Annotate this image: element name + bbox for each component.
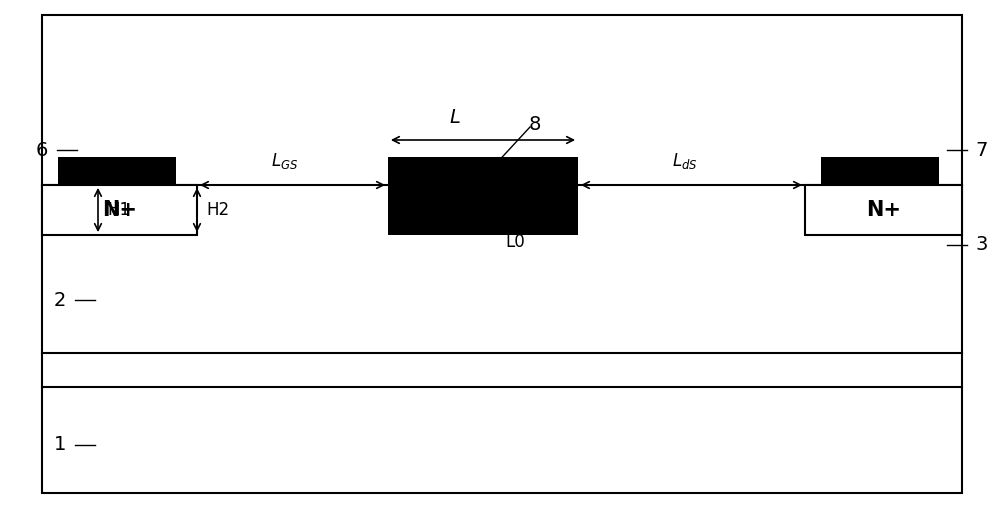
Bar xyxy=(821,157,939,185)
Text: 1: 1 xyxy=(54,435,66,454)
Bar xyxy=(388,157,578,185)
Text: $L_{dS}$: $L_{dS}$ xyxy=(672,151,698,171)
Text: H3: H3 xyxy=(419,201,442,219)
Text: 7: 7 xyxy=(976,140,988,160)
Text: N+: N+ xyxy=(866,200,901,220)
Bar xyxy=(805,185,962,235)
Text: 8: 8 xyxy=(529,116,541,134)
Text: H2: H2 xyxy=(206,201,229,219)
Text: $L_{GS}$: $L_{GS}$ xyxy=(271,151,299,171)
Text: 6: 6 xyxy=(36,140,48,160)
Bar xyxy=(58,157,176,185)
Text: 3: 3 xyxy=(976,235,988,255)
Text: 2: 2 xyxy=(54,290,66,310)
Text: $L$: $L$ xyxy=(449,108,461,127)
Text: L0: L0 xyxy=(505,233,525,251)
Text: N+: N+ xyxy=(102,200,137,220)
Bar xyxy=(42,185,197,235)
Bar xyxy=(388,185,578,235)
Text: H1: H1 xyxy=(107,201,130,219)
